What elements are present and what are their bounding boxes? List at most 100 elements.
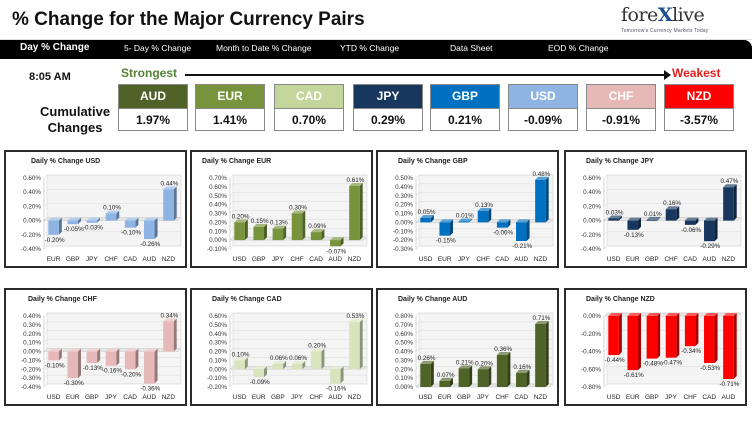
bar-front — [684, 220, 696, 225]
bar-top — [86, 348, 101, 352]
grid-depth-line — [229, 210, 234, 214]
tab-data-sheet[interactable]: Data Sheet — [450, 43, 493, 53]
grid-depth-line — [603, 245, 608, 250]
grid-depth-line — [43, 339, 48, 343]
bar-top — [516, 219, 530, 223]
data-label: 0.20% — [232, 213, 250, 220]
currency-name: CAD — [275, 85, 343, 108]
data-label: 0.53% — [346, 313, 364, 320]
tab-ytd-change[interactable]: YTD % Change — [340, 43, 400, 53]
grid-depth-line — [229, 228, 234, 232]
forexlive-logo[interactable]: foreXlive Tomorrow's Currency Markets To… — [621, 4, 741, 36]
bar-top — [291, 360, 306, 364]
category-label: AUD — [328, 256, 342, 263]
category-label: JPY — [105, 394, 118, 401]
category-label: CAD — [514, 394, 528, 401]
bar-top — [48, 217, 62, 221]
bar-front — [105, 351, 117, 366]
bar-usd — [234, 357, 248, 370]
bar-side — [637, 313, 641, 371]
grid-depth-line — [43, 231, 48, 235]
bar-front — [646, 219, 658, 221]
bar-gbp — [67, 217, 81, 225]
y-tick-label: 0.00% — [23, 349, 41, 356]
bar-top — [535, 176, 549, 180]
bar-side — [507, 219, 511, 228]
bar-gbp — [272, 360, 287, 370]
currency-card-eur: EUR 1.41% — [195, 84, 265, 131]
grid-depth-line — [415, 210, 420, 214]
grid-depth-line — [229, 245, 234, 250]
data-label: 0.03% — [606, 209, 624, 216]
bar-nzd — [163, 186, 177, 221]
y-tick-label: -0.30% — [21, 375, 41, 382]
bar-front — [458, 368, 470, 387]
currency-value: -3.57% — [665, 108, 733, 130]
bar-side — [321, 348, 325, 370]
bar-front — [163, 189, 174, 221]
bar-gbp — [86, 348, 101, 364]
data-label: -0.26% — [140, 241, 160, 248]
data-label: -0.15% — [436, 238, 456, 245]
chart-panel-chf: Daily % Change CHF -0.40% -0.30% -0.20% -0.… — [4, 288, 187, 406]
bar-side — [733, 184, 737, 221]
y-tick-label: 0.20% — [209, 349, 227, 356]
y-tick-label: -0.20% — [581, 232, 601, 239]
bar-front — [608, 218, 619, 221]
bar-top — [439, 219, 453, 223]
grid-depth-line — [43, 366, 48, 370]
bar-top — [272, 360, 287, 364]
bar-front — [477, 210, 489, 223]
bar-side — [302, 210, 306, 241]
currency-name: EUR — [196, 85, 264, 108]
y-tick-label: 0.40% — [583, 189, 601, 196]
chart-jpy: -0.40% -0.20% 0.00% 0.20% 0.40% 0.60% 0.03% USD… — [581, 174, 742, 263]
bar-top — [330, 366, 344, 370]
bar-chf — [684, 313, 699, 347]
tab-day-change[interactable]: Day % Change — [20, 42, 90, 53]
bar-usd — [48, 348, 62, 361]
grid-depth-line — [603, 348, 608, 352]
tab-month-to-date-change[interactable]: Month to Date % Change — [216, 43, 312, 53]
bar-aud — [330, 366, 344, 384]
bar-front — [477, 369, 489, 387]
bar-front — [496, 355, 508, 387]
bar-top — [124, 217, 139, 221]
bar-front — [684, 316, 696, 347]
grid-depth-line — [43, 383, 48, 388]
y-tick-label: 0.40% — [395, 184, 413, 191]
data-label: -0.34% — [681, 348, 701, 355]
currency-value: 0.70% — [275, 108, 343, 130]
tab-5-day-change[interactable]: 5- Day % Change — [124, 43, 192, 53]
bar-top — [516, 369, 530, 373]
y-tick-label: 0.50% — [209, 193, 227, 200]
y-tick-label: 0.30% — [23, 322, 41, 329]
y-tick-label: 0.10% — [209, 357, 227, 364]
bar-chf — [105, 210, 120, 221]
bar-chf — [310, 348, 325, 370]
bar-jpy — [458, 218, 473, 223]
tab-eod-change[interactable]: EOD % Change — [548, 43, 609, 53]
bar-side — [714, 217, 718, 242]
grid-depth-line — [229, 339, 234, 343]
chart-title: Daily % Change CAD — [212, 296, 282, 303]
bar-gbp — [458, 365, 473, 387]
bar-side — [618, 215, 622, 221]
data-label: 0.13% — [270, 220, 288, 227]
chart-title: Daily % Change JPY — [586, 158, 654, 165]
bar-front — [144, 351, 155, 384]
bar-top — [420, 360, 434, 364]
bar-side — [449, 377, 453, 387]
bar-top — [124, 348, 139, 352]
category-label: EUR — [66, 394, 80, 401]
bar-nzd — [349, 182, 363, 241]
bar-gbp — [646, 313, 661, 359]
grid-depth-line — [603, 174, 608, 179]
grid-depth-line — [415, 312, 420, 317]
bar-side — [637, 217, 641, 230]
data-label: 0.34% — [160, 312, 178, 319]
category-label: USD — [607, 394, 621, 401]
bar-eur — [439, 377, 453, 387]
bar-side — [469, 365, 473, 387]
bar-top — [627, 313, 641, 316]
